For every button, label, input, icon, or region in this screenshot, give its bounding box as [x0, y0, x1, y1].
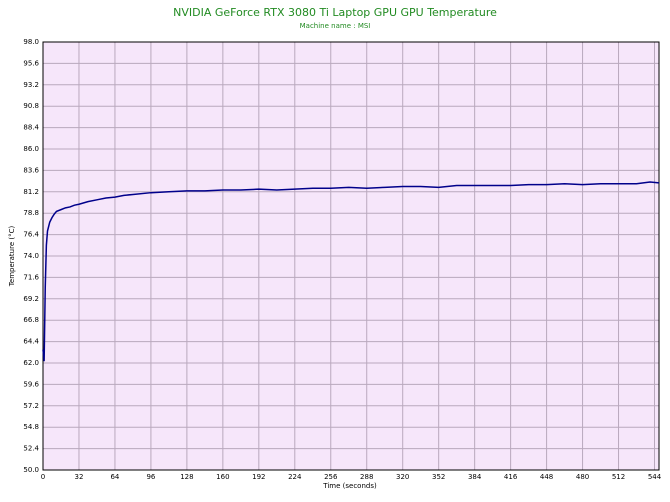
y-tick-label: 98.0 — [23, 38, 39, 46]
data-line — [42, 181, 660, 362]
y-tick-label: 90.8 — [23, 102, 39, 110]
y-tick-label: 88.4 — [23, 124, 39, 132]
chart-title: NVIDIA GeForce RTX 3080 Ti Laptop GPU GP… — [173, 6, 497, 19]
x-tick-label: 480 — [576, 473, 589, 481]
chart-subtitle: Machine name : MSI — [300, 22, 371, 30]
x-tick-label: 320 — [396, 473, 409, 481]
y-tick-label: 64.4 — [23, 338, 39, 346]
x-tick-label: 192 — [252, 473, 265, 481]
y-tick-label: 78.8 — [23, 209, 39, 217]
y-tick-label: 86.0 — [23, 145, 39, 153]
x-tick-label: 128 — [180, 473, 193, 481]
y-tick-label: 74.0 — [23, 252, 39, 260]
y-axis-label: Temperature (°C) — [8, 226, 16, 288]
y-tick-label: 54.8 — [23, 423, 39, 431]
x-tick-label: 416 — [504, 473, 518, 481]
x-tick-label: 544 — [648, 473, 662, 481]
x-tick-label: 32 — [75, 473, 84, 481]
y-tick-label: 59.6 — [23, 380, 39, 388]
y-tick-label: 81.2 — [23, 188, 39, 196]
y-tick-label: 71.6 — [23, 273, 39, 281]
y-tick-label: 95.6 — [23, 59, 39, 67]
y-tick-label: 62.0 — [23, 359, 39, 367]
y-tick-label: 93.2 — [23, 81, 39, 89]
y-tick-label: 76.4 — [23, 231, 39, 239]
x-tick-label: 352 — [432, 473, 445, 481]
y-tick-label: 50.0 — [23, 466, 39, 474]
x-tick-label: 448 — [540, 473, 553, 481]
x-tick-label: 224 — [288, 473, 302, 481]
x-tick-label: 512 — [612, 473, 625, 481]
x-axis-label: Time (seconds) — [322, 482, 377, 490]
x-tick-label: 160 — [216, 473, 229, 481]
x-tick-label: 0 — [41, 473, 45, 481]
x-tick-label: 384 — [468, 473, 482, 481]
y-tick-label: 52.4 — [23, 445, 39, 453]
y-tick-label: 83.6 — [23, 166, 39, 174]
y-tick-label: 69.2 — [23, 295, 39, 303]
y-tick-label: 57.2 — [23, 402, 39, 410]
x-tick-label: 288 — [360, 473, 373, 481]
x-tick-label: 64 — [110, 473, 119, 481]
x-tick-label: 96 — [146, 473, 155, 481]
y-tick-label: 66.8 — [23, 316, 39, 324]
plot-border — [42, 41, 660, 471]
x-tick-label: 256 — [324, 473, 338, 481]
